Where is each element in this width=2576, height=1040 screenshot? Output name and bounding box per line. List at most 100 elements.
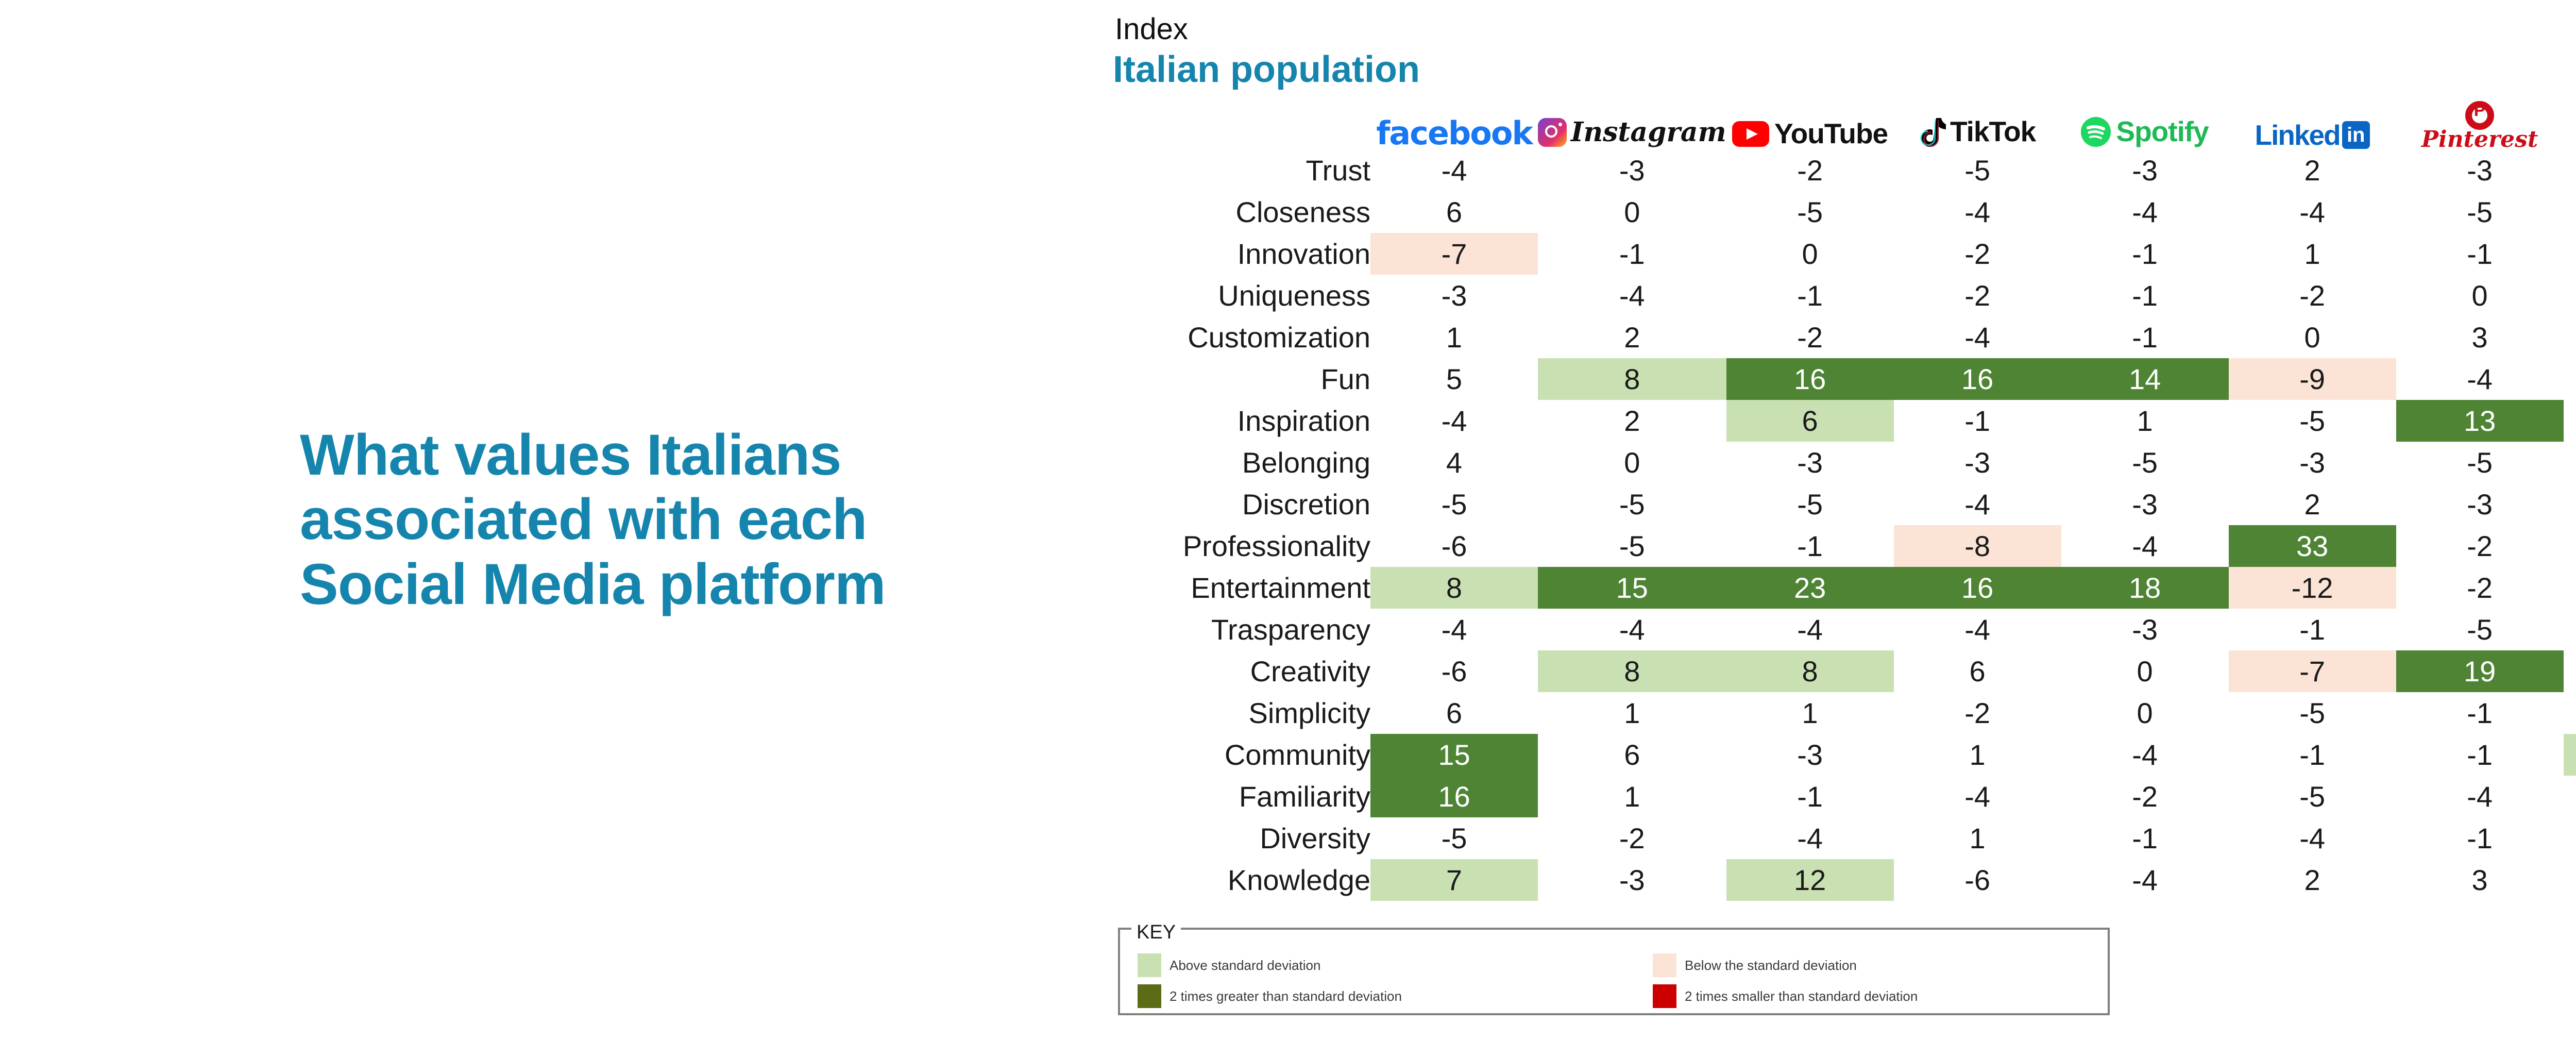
cell-familiarity-pinterest: -4 bbox=[2467, 780, 2493, 813]
cell-fun-tiktok: 16 bbox=[1893, 358, 2061, 400]
cell-fun-instagram: 8 bbox=[1538, 358, 1726, 400]
cell-familiarity-facebook: 16 bbox=[1370, 775, 1538, 817]
slide-title: What values Italians associated with eac… bbox=[300, 423, 1031, 616]
row-label-inspiration: Inspiration bbox=[1237, 404, 1370, 437]
legend-label-2x-greater: 2 times greater than standard deviation bbox=[1170, 988, 1402, 1004]
cell-trust-youtube: -2 bbox=[1797, 154, 1823, 187]
cell-diversity-linkedin: -4 bbox=[2299, 821, 2325, 854]
row-label-discretion: Discretion bbox=[1242, 488, 1370, 521]
pinterest-p-icon bbox=[2465, 101, 2495, 130]
cell-knowledge-x: 5 bbox=[2564, 859, 2576, 901]
legend-box: KEY Above standard deviation Below the s… bbox=[1118, 922, 2110, 1015]
cell-uniqueness-instagram: -4 bbox=[1619, 279, 1645, 312]
title-line-2: associated with each bbox=[300, 487, 867, 552]
cell-discretion-linkedin: 2 bbox=[2304, 488, 2320, 521]
cell-innovation-x: 0 bbox=[2564, 233, 2576, 275]
spotify-wordmark: Spotify bbox=[2116, 115, 2209, 148]
tiktok-logo-icon: TikTok bbox=[1919, 117, 2036, 147]
legend-label-below: Below the standard deviation bbox=[1685, 957, 1857, 973]
cell-customization-pinterest: 3 bbox=[2471, 321, 2488, 354]
cell-uniqueness-linkedin: -2 bbox=[2299, 279, 2325, 312]
tiktok-wordmark: TikTok bbox=[1950, 115, 2036, 148]
cell-innovation-spotify: -1 bbox=[2132, 237, 2158, 270]
heatmap-header-row: facebook Instagram YouTube bbox=[1097, 94, 2576, 151]
table-row: Trasparency-4-4-4-4-3-1-5-2-4 bbox=[1097, 609, 2576, 650]
cell-uniqueness-tiktok: -2 bbox=[1964, 279, 1990, 312]
cell-entertainment-instagram: 15 bbox=[1538, 566, 1726, 609]
cell-creativity-x: -4 bbox=[2564, 650, 2576, 692]
cell-creativity-tiktok: 6 bbox=[1969, 655, 1986, 687]
cell-uniqueness-spotify: -1 bbox=[2132, 279, 2158, 312]
cell-entertainment-pinterest: -2 bbox=[2467, 571, 2493, 604]
legend-item-above: Above standard deviation bbox=[1138, 953, 1320, 977]
cell-discretion-spotify: -3 bbox=[2132, 488, 2158, 521]
cell-trust-pinterest: -3 bbox=[2467, 154, 2493, 187]
cell-inspiration-instagram: 2 bbox=[1624, 404, 1640, 437]
cell-belonging-tiktok: -3 bbox=[1964, 446, 1990, 479]
cell-entertainment-tiktok: 16 bbox=[1893, 566, 2061, 609]
row-label-fun: Fun bbox=[1320, 362, 1371, 395]
row-label-community: Community bbox=[1224, 738, 1370, 771]
cell-entertainment-linkedin: -12 bbox=[2228, 566, 2396, 609]
tiktok-note-icon bbox=[1919, 117, 1946, 147]
pinterest-logo-icon: Pinterest bbox=[2421, 101, 2538, 151]
column-header-spotify[interactable]: Spotify bbox=[2061, 94, 2229, 149]
column-header-linkedin[interactable]: Linked in bbox=[2229, 94, 2396, 149]
cell-community-spotify: -4 bbox=[2132, 738, 2158, 771]
cell-customization-tiktok: -4 bbox=[1964, 321, 1990, 354]
youtube-play-icon bbox=[1732, 121, 1770, 147]
cell-familiarity-tiktok: -4 bbox=[1964, 780, 1990, 813]
cell-knowledge-spotify: -4 bbox=[2132, 863, 2158, 896]
cell-belonging-spotify: -5 bbox=[2132, 446, 2158, 479]
cell-diversity-x: 3 bbox=[2564, 817, 2576, 859]
cell-inspiration-x: -4 bbox=[2564, 400, 2576, 442]
table-row: Diversity-5-2-41-1-4-133 bbox=[1097, 817, 2576, 859]
cell-discretion-tiktok: -4 bbox=[1964, 488, 1990, 521]
table-row: Professionality-6-5-1-8-433-2-3-4 bbox=[1097, 525, 2576, 567]
cell-uniqueness-pinterest: 0 bbox=[2471, 279, 2488, 312]
column-header-tiktok[interactable]: TikTok bbox=[1894, 94, 2061, 149]
cell-simplicity-x: 1 bbox=[2564, 692, 2576, 734]
cell-simplicity-instagram: 1 bbox=[1624, 696, 1640, 729]
cell-trust-tiktok: -5 bbox=[1964, 154, 1990, 187]
legend-swatch-below-icon bbox=[1653, 953, 1676, 977]
cell-belonging-youtube: -3 bbox=[1797, 446, 1823, 479]
cell-diversity-youtube: -4 bbox=[1797, 821, 1823, 854]
row-label-familiarity: Familiarity bbox=[1239, 780, 1370, 813]
cell-belonging-facebook: 4 bbox=[1446, 446, 1463, 479]
column-header-instagram[interactable]: Instagram bbox=[1538, 94, 1726, 149]
row-label-simplicity: Simplicity bbox=[1248, 696, 1370, 729]
cell-creativity-pinterest: 19 bbox=[2396, 650, 2564, 692]
cell-uniqueness-youtube: -1 bbox=[1797, 279, 1823, 312]
linkedin-in-icon: in bbox=[2342, 121, 2370, 149]
column-header-pinterest[interactable]: Pinterest bbox=[2396, 94, 2564, 151]
row-label-entertainment: Entertainment bbox=[1191, 571, 1370, 604]
cell-discretion-x: -2 bbox=[2564, 483, 2576, 525]
column-header-facebook[interactable]: facebook bbox=[1370, 94, 1538, 149]
cell-inspiration-youtube: 6 bbox=[1726, 399, 1894, 442]
youtube-wordmark: YouTube bbox=[1774, 118, 1888, 150]
cell-inspiration-spotify: 1 bbox=[2137, 404, 2153, 437]
cell-inspiration-linkedin: -5 bbox=[2299, 404, 2325, 437]
instagram-logo-icon: Instagram bbox=[1538, 118, 1726, 147]
cell-trasparency-instagram: -4 bbox=[1619, 613, 1645, 646]
column-header-youtube[interactable]: YouTube bbox=[1726, 94, 1894, 149]
legend-title: KEY bbox=[1131, 922, 1181, 942]
cell-professionality-linkedin: 33 bbox=[2228, 525, 2396, 567]
legend-item-below: Below the standard deviation bbox=[1653, 953, 1857, 977]
cell-entertainment-facebook: 8 bbox=[1370, 566, 1538, 609]
instagram-camera-icon bbox=[1538, 118, 1567, 147]
cell-community-instagram: 6 bbox=[1624, 738, 1640, 771]
cell-belonging-pinterest: -5 bbox=[2467, 446, 2493, 479]
table-row: Trust-4-3-2-5-32-3-3-4 bbox=[1097, 149, 2576, 191]
cell-belonging-instagram: 0 bbox=[1624, 446, 1640, 479]
cell-customization-facebook: 1 bbox=[1446, 321, 1463, 354]
cell-creativity-facebook: -6 bbox=[1441, 655, 1467, 687]
cell-simplicity-youtube: 1 bbox=[1802, 696, 1818, 729]
row-label-trasparency: Trasparency bbox=[1211, 613, 1370, 646]
column-header-x[interactable]: X bbox=[2564, 94, 2576, 149]
